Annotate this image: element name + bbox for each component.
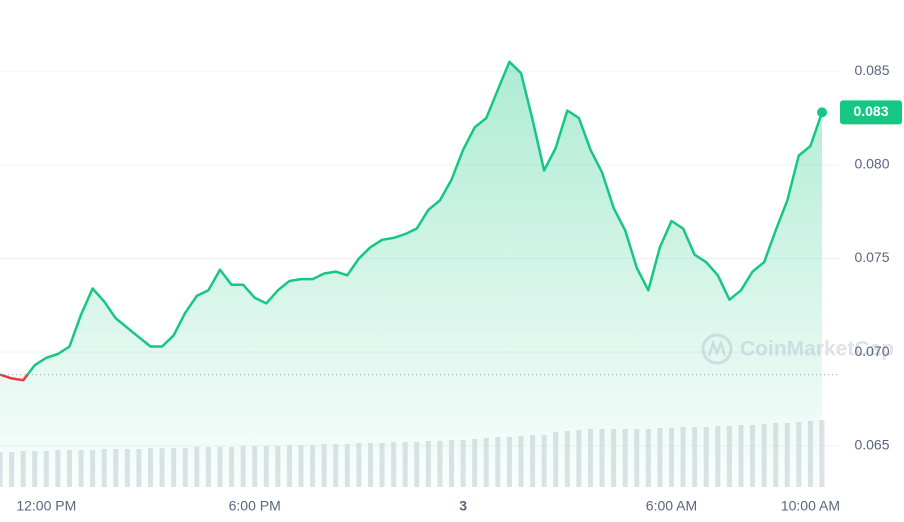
y-tick-label: 0.065 <box>854 436 889 452</box>
y-tick-label: 0.070 <box>854 343 889 359</box>
y-tick-label: 0.075 <box>854 249 889 265</box>
y-tick-label: 0.085 <box>854 62 889 78</box>
watermark-text: CoinMarketCap <box>740 338 894 361</box>
axes: 0.065 0.070 0.075 0.080 0.085 0.083 12:00 PM 6:… <box>16 62 902 514</box>
y-tick-label: 0.080 <box>854 156 889 172</box>
price-badge <box>840 100 902 125</box>
x-tick-label: 10:00 AM <box>781 498 840 514</box>
area-fill <box>0 61 822 488</box>
last-point <box>817 107 827 118</box>
price-line <box>0 60 824 382</box>
x-tick-label: 12:00 PM <box>16 498 76 514</box>
x-tick-label: 6:00 PM <box>229 498 281 514</box>
price-badge-label: 0.083 <box>853 103 888 119</box>
watermark-logo-mark <box>707 339 727 357</box>
x-tick-label: 6:00 AM <box>646 498 697 514</box>
watermark-logo <box>701 333 733 365</box>
watermark: CoinMarketCap <box>701 333 894 365</box>
x-tick-label: 3 <box>459 498 467 514</box>
plot <box>0 60 840 488</box>
